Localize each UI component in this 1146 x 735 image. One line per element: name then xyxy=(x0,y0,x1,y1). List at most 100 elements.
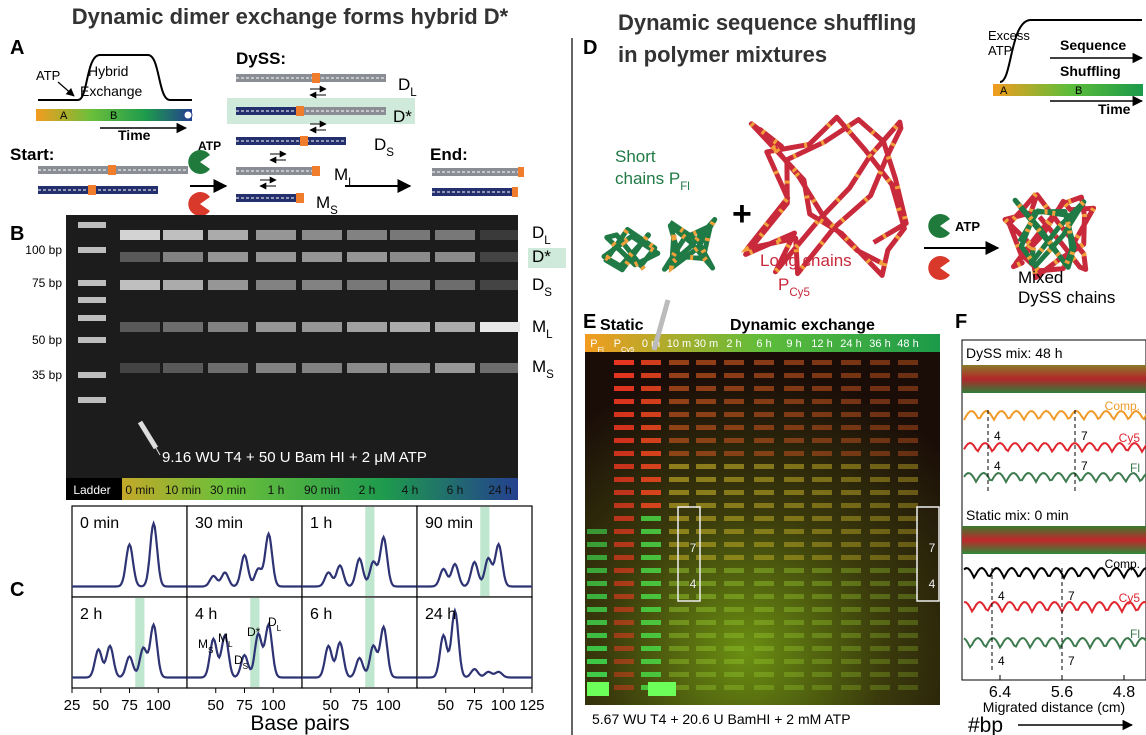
band xyxy=(696,659,716,664)
band xyxy=(696,438,716,443)
band xyxy=(696,503,716,508)
band xyxy=(870,373,890,378)
band xyxy=(898,620,918,625)
band xyxy=(78,372,106,378)
label: Long chains xyxy=(760,251,852,270)
title: Dynamic dimer exchange forms hybrid D* xyxy=(72,4,509,29)
band xyxy=(784,568,804,573)
lane-label: 36 h xyxy=(869,338,890,350)
label-main: M xyxy=(218,631,228,645)
axis-title: #bp xyxy=(968,714,1003,735)
band xyxy=(898,633,918,638)
band xyxy=(614,503,634,508)
plot-label: 1 h xyxy=(310,515,332,532)
band xyxy=(812,490,832,495)
marker-label: 4 xyxy=(998,654,1005,668)
band xyxy=(614,425,634,430)
band xyxy=(208,252,248,262)
label-sub: L xyxy=(410,87,417,99)
label: PCy5 xyxy=(778,275,810,299)
band xyxy=(435,322,475,332)
label-sub: Cy5 xyxy=(789,287,810,299)
label: Sequence xyxy=(1060,37,1126,53)
label-main: M xyxy=(532,317,546,336)
lane-bar xyxy=(66,478,518,500)
band xyxy=(784,373,804,378)
band xyxy=(870,633,890,638)
band xyxy=(347,230,387,240)
band xyxy=(163,230,203,240)
label-sub: L xyxy=(546,329,553,341)
band xyxy=(641,516,661,521)
band xyxy=(812,685,832,690)
label: DySS chains xyxy=(1018,288,1115,307)
band xyxy=(256,280,296,290)
band xyxy=(347,363,387,373)
title: in polymer mixtures xyxy=(618,42,827,67)
label: Time xyxy=(1098,101,1131,117)
band xyxy=(784,464,804,469)
marker-label: 4 xyxy=(994,429,1001,443)
cut-site xyxy=(512,187,518,197)
panel-letter: E xyxy=(583,311,596,333)
band xyxy=(870,360,890,365)
band xyxy=(841,620,861,625)
band xyxy=(587,568,607,573)
label: ATP xyxy=(988,43,1012,58)
band xyxy=(724,464,744,469)
band xyxy=(724,451,744,456)
band xyxy=(696,399,716,404)
label: Time xyxy=(118,127,151,143)
plot-label: 24 h xyxy=(425,606,456,623)
band xyxy=(724,529,744,534)
band xyxy=(870,490,890,495)
lane-label: 30 m xyxy=(694,338,718,350)
panel-letter: B xyxy=(10,223,24,245)
time-end xyxy=(183,110,193,120)
band xyxy=(614,399,634,404)
band xyxy=(641,464,661,469)
band xyxy=(870,516,890,521)
label-sub: S xyxy=(544,287,552,299)
species-label: D* xyxy=(532,247,551,266)
label-sub: S xyxy=(243,662,249,671)
panel-letter: C xyxy=(10,579,24,601)
trace xyxy=(963,636,1146,651)
label-main: D xyxy=(234,653,243,667)
band xyxy=(587,607,607,612)
band xyxy=(347,252,387,262)
timeline-curve xyxy=(38,54,192,101)
band xyxy=(390,280,430,290)
band xyxy=(841,477,861,482)
band xyxy=(641,542,661,547)
band xyxy=(812,516,832,521)
enzyme xyxy=(188,150,210,174)
band xyxy=(78,315,106,321)
lane-label: PCy5 xyxy=(614,338,635,354)
trace xyxy=(963,566,1146,581)
band xyxy=(208,280,248,290)
lane-label: 24 h xyxy=(840,338,861,350)
band xyxy=(898,490,918,495)
band xyxy=(841,529,861,534)
label: DySS: xyxy=(236,49,286,68)
band xyxy=(302,230,342,240)
band xyxy=(669,399,689,404)
band xyxy=(812,659,832,664)
axis-title: Migrated distance (cm) xyxy=(983,699,1125,715)
label: Static xyxy=(600,317,644,334)
band xyxy=(724,659,744,664)
box xyxy=(677,506,701,602)
band xyxy=(78,280,106,286)
band xyxy=(696,685,716,690)
band xyxy=(256,363,296,373)
band xyxy=(641,659,661,664)
band xyxy=(754,360,774,365)
ladder-label: 75 bp xyxy=(32,276,62,290)
band xyxy=(784,542,804,547)
band xyxy=(696,594,716,599)
band xyxy=(614,477,634,482)
lane-label: 6 h xyxy=(756,338,771,350)
band xyxy=(669,529,689,534)
